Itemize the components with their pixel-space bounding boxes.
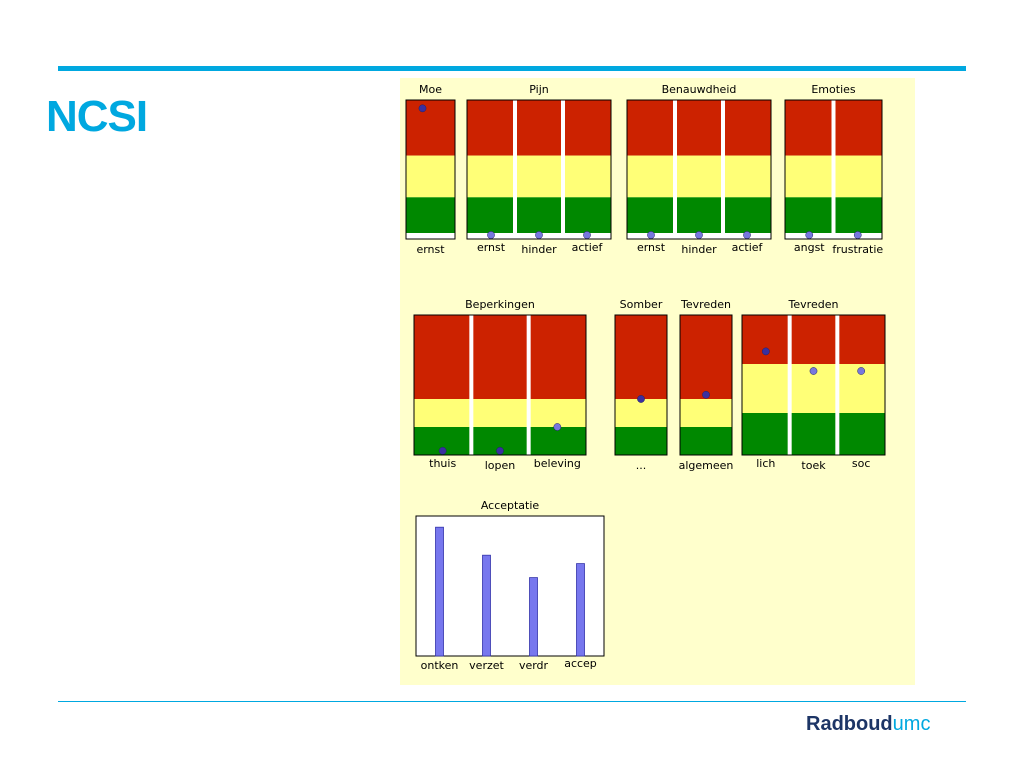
zone-red <box>680 315 732 399</box>
column-separator <box>561 100 565 239</box>
plot-frame <box>741 314 886 456</box>
zone-yellow <box>680 399 732 427</box>
data-point <box>535 231 543 239</box>
tick-label: ernst <box>477 241 506 254</box>
chart-title: Benauwdheid <box>662 83 737 96</box>
zone-red <box>615 315 667 399</box>
ncsi-charts-svg: Moe ernst Pijn ernst hinder actief Benauwdheid… <box>405 83 886 672</box>
data-point <box>487 231 495 239</box>
acceptatie-tick-label: accep <box>564 657 597 670</box>
column-separator <box>721 100 725 239</box>
top-rule <box>58 66 966 71</box>
chart-title: Emoties <box>811 83 856 96</box>
tick-label: thuis <box>429 457 456 470</box>
zone-red <box>467 100 611 156</box>
acceptatie-bar <box>482 554 491 657</box>
data-point <box>857 367 866 375</box>
column-separator <box>526 315 531 455</box>
data-point <box>647 231 655 239</box>
tick-label: actief <box>732 241 764 254</box>
tick-label: lich <box>756 457 775 470</box>
slide-title: NCSI <box>46 92 148 141</box>
data-point <box>418 104 427 113</box>
data-point <box>496 446 504 455</box>
zone-yellow <box>406 155 455 198</box>
data-point <box>695 231 703 239</box>
zone-red <box>406 100 455 156</box>
tick-label: lopen <box>485 459 516 472</box>
brand-part-2: umc <box>892 713 931 735</box>
zone-red <box>627 100 771 156</box>
plot-frame <box>413 314 587 456</box>
data-point <box>761 347 770 356</box>
zone-green <box>680 427 732 455</box>
chart-title: Pijn <box>529 83 549 96</box>
chart-title: Tevreden <box>680 298 731 311</box>
data-point <box>583 231 591 239</box>
tick-label: actief <box>572 241 604 254</box>
chart-title: Beperkingen <box>465 298 535 311</box>
tick-label: ... <box>636 459 647 472</box>
radboudumc-logo: Radboudumc <box>806 713 930 736</box>
plot-frame <box>626 99 772 240</box>
tick-label: ernst <box>637 241 666 254</box>
column-separator <box>835 315 840 455</box>
baseline-strip <box>406 233 455 239</box>
tick-label: algemeen <box>679 459 734 472</box>
acceptatie-bar <box>529 577 538 657</box>
column-separator <box>831 100 836 239</box>
tick-label: beleving <box>534 457 581 470</box>
data-point <box>805 231 814 239</box>
data-point <box>853 231 862 239</box>
data-point <box>702 390 710 399</box>
acceptatie-tick-label: verdr <box>519 659 549 672</box>
plot-frame <box>679 314 733 456</box>
zone-red <box>742 315 885 364</box>
tick-label: toek <box>801 459 826 472</box>
tick-label: soc <box>852 457 871 470</box>
column-separator <box>469 315 474 455</box>
zone-green <box>615 427 667 455</box>
tick-label: frustratie <box>832 243 883 256</box>
zone-yellow <box>615 399 667 427</box>
tick-label: hinder <box>521 243 557 256</box>
tick-label: angst <box>794 241 825 254</box>
plot-frame <box>405 99 456 240</box>
zone-green <box>406 197 455 239</box>
acceptatie-tick-label: verzet <box>469 659 504 672</box>
data-point <box>743 231 751 239</box>
chart-title: Somber <box>620 298 663 311</box>
zone-green <box>742 413 885 455</box>
zone-yellow <box>627 155 771 198</box>
zone-red <box>414 315 586 399</box>
brand-part-1: Radboud <box>806 713 893 735</box>
zone-yellow <box>414 399 586 427</box>
acceptatie-bar <box>576 563 585 657</box>
acceptatie-title: Acceptatie <box>481 499 540 512</box>
plot-frame <box>466 99 612 240</box>
zone-yellow <box>467 155 611 198</box>
column-separator <box>673 100 677 239</box>
acceptatie-bar <box>435 526 444 657</box>
data-point <box>637 395 645 403</box>
tick-label: hinder <box>681 243 717 256</box>
acceptatie-tick-label: ontken <box>421 659 459 672</box>
column-separator <box>513 100 517 239</box>
data-point <box>553 423 562 431</box>
data-point <box>438 446 447 455</box>
ncsi-chart-panel: Moe ernst Pijn ernst hinder actief Benauwdheid… <box>400 78 915 685</box>
column-separator <box>787 315 792 455</box>
data-point <box>809 367 818 375</box>
tick-label: ernst <box>416 243 445 256</box>
plot-frame <box>614 314 668 456</box>
chart-title: Tevreden <box>788 298 839 311</box>
plot-frame <box>784 99 883 240</box>
chart-title: Moe <box>419 83 442 96</box>
bottom-rule <box>58 701 966 702</box>
acceptatie-plot-area <box>415 515 605 657</box>
